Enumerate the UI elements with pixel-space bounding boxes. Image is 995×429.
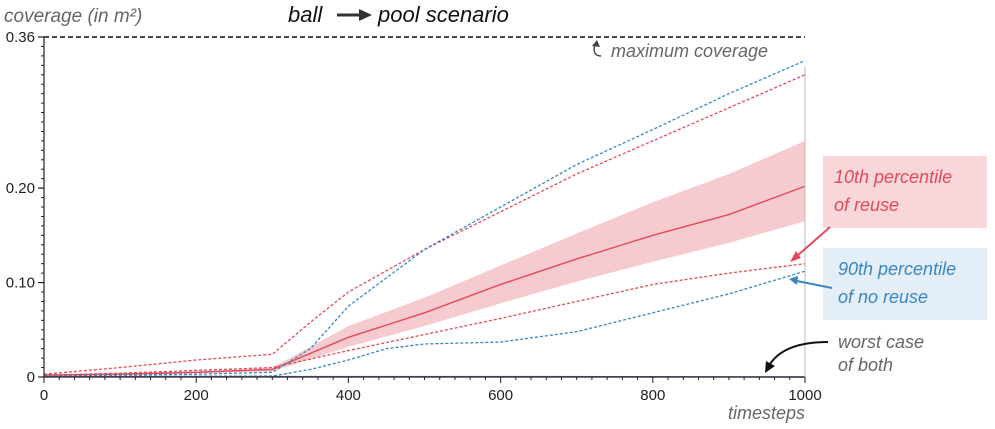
x-tick-label: 800 [640, 387, 665, 404]
y-tick-label: 0.36 [6, 29, 35, 46]
x-tick-label: 1000 [788, 387, 821, 404]
noreuse-annotation: 90th percentile of no reuse [789, 248, 987, 320]
noreuse-annotation-line1: 90th percentile [838, 259, 956, 279]
series-reuse-upper [43, 74, 806, 375]
noreuse-annotation-arrow-icon [796, 280, 833, 289]
worst-annotation-arrow-icon [769, 341, 829, 365]
series-noreuse-lower [43, 270, 806, 378]
reuse-annotation-arrow-icon [796, 226, 831, 257]
reuse-annotation-line1: 10th percentile [834, 167, 952, 187]
max-coverage-annotation: maximum coverage [592, 40, 768, 61]
series-reuse-band [44, 140, 805, 377]
worst-annotation-line1: worst case [838, 332, 924, 352]
noreuse-annotation-line2: of no reuse [838, 287, 928, 307]
y-tick-label: 0.10 [6, 275, 35, 292]
x-tick-label: 0 [40, 387, 48, 404]
title-right: pool scenario [377, 2, 509, 27]
x-tick-label: 600 [488, 387, 513, 404]
axes: 0 200 400 600 800 1000 0 0.10 0.20 0.36 timesteps [6, 29, 822, 423]
reuse-annotation-box [823, 156, 987, 228]
reuse-annotation-line2: of reuse [834, 195, 899, 215]
x-axis-label: timesteps [728, 403, 805, 423]
title-arrow-icon [337, 9, 372, 21]
reuse-annotation: 10th percentile of reuse [790, 156, 987, 262]
x-tick-label: 200 [184, 387, 209, 404]
series-reuse-mean [43, 185, 806, 376]
noreuse-annotation-box [823, 248, 987, 320]
worst-annotation-line2: of both [838, 355, 893, 375]
y-axis-label: coverage (in m²) [4, 6, 142, 27]
max-coverage-label: maximum coverage [611, 41, 768, 61]
series-noreuse-upper [43, 60, 806, 377]
reuse-band-layer [44, 140, 805, 377]
title-left: ball [288, 2, 323, 27]
worst-annotation: worst case of both [765, 332, 924, 375]
x-tick-label: 400 [336, 387, 361, 404]
series-reuse-lower [43, 263, 806, 376]
y-tick-label: 0 [27, 369, 35, 386]
y-tick-label: 0.20 [6, 180, 35, 197]
